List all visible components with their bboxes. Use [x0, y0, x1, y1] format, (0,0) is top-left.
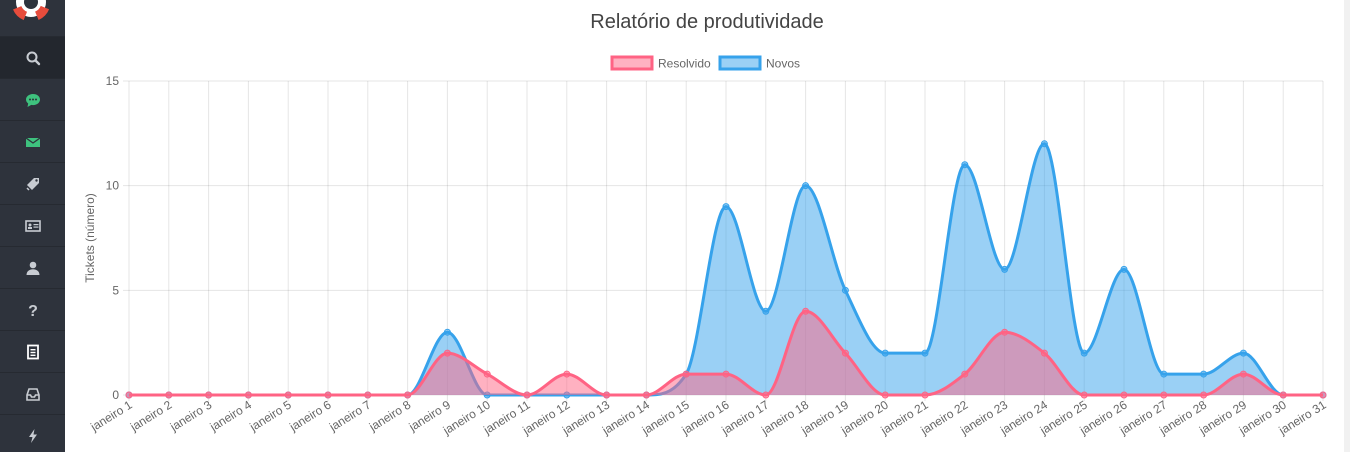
data-point-resolvido[interactable] — [1200, 391, 1208, 399]
sidebar: ? — [0, 0, 65, 452]
data-point-resolvido[interactable] — [722, 370, 730, 378]
data-point-resolvido[interactable] — [1040, 349, 1048, 357]
y-tick-label: 0 — [112, 388, 119, 402]
y-tick-label: 5 — [112, 283, 119, 297]
search-icon — [25, 50, 41, 66]
data-point-resolvido[interactable] — [1120, 391, 1128, 399]
data-point-resolvido[interactable] — [523, 391, 531, 399]
sidebar-item-chat[interactable] — [0, 78, 65, 120]
y-tick-label: 15 — [106, 74, 120, 88]
chat-icon — [25, 92, 41, 108]
vertical-scrollbar[interactable] — [1344, 0, 1350, 452]
y-tick-label: 10 — [106, 179, 120, 193]
id-card-icon — [24, 218, 41, 234]
productivity-chart: Relatório de produtividade Resolvido Novo… — [83, 11, 1329, 438]
data-point-resolvido[interactable] — [284, 391, 292, 399]
x-tick-label: janeiro 6 — [286, 397, 334, 434]
data-point-resolvido[interactable] — [404, 391, 412, 399]
data-point-resolvido[interactable] — [802, 307, 810, 315]
document-icon — [25, 344, 41, 360]
data-point-novos[interactable] — [1040, 140, 1048, 148]
data-point-novos[interactable] — [1160, 370, 1168, 378]
x-tick-label: janeiro 7 — [326, 397, 374, 434]
legend-label: Resolvido — [658, 57, 711, 71]
x-tick-label: janeiro 1 — [87, 397, 135, 434]
chart-series — [125, 140, 1327, 399]
x-tick-label: janeiro 5 — [246, 397, 294, 434]
data-point-resolvido[interactable] — [1239, 370, 1247, 378]
sidebar-item-tag[interactable] — [0, 162, 65, 204]
data-point-novos[interactable] — [1001, 265, 1009, 273]
data-point-novos[interactable] — [1120, 265, 1128, 273]
data-point-resolvido[interactable] — [563, 370, 571, 378]
data-point-novos[interactable] — [1200, 370, 1208, 378]
y-axis-label: Tickets (número) — [83, 193, 97, 283]
data-point-resolvido[interactable] — [603, 391, 611, 399]
data-point-resolvido[interactable] — [1319, 391, 1327, 399]
data-point-novos[interactable] — [443, 328, 451, 336]
data-point-resolvido[interactable] — [205, 391, 213, 399]
sidebar-item-envelope[interactable] — [0, 120, 65, 162]
bolt-icon — [25, 428, 41, 444]
data-point-novos[interactable] — [881, 349, 889, 357]
data-point-resolvido[interactable] — [125, 391, 133, 399]
data-point-resolvido[interactable] — [881, 391, 889, 399]
sidebar-item-bolt[interactable] — [0, 414, 65, 456]
main-content: Relatório de produtividade Resolvido Novo… — [65, 0, 1344, 452]
data-point-resolvido[interactable] — [165, 391, 173, 399]
series-area-novos — [129, 143, 1323, 395]
legend-swatch — [610, 55, 654, 71]
tag-icon — [25, 176, 41, 192]
data-point-novos[interactable] — [1239, 349, 1247, 357]
data-point-resolvido[interactable] — [1001, 328, 1009, 336]
x-tick-label: janeiro 8 — [366, 397, 414, 434]
data-point-novos[interactable] — [961, 161, 969, 169]
question-icon: ? — [25, 302, 41, 318]
data-point-novos[interactable] — [921, 349, 929, 357]
x-tick-label: janeiro 2 — [127, 397, 175, 434]
data-point-resolvido[interactable] — [244, 391, 252, 399]
x-tick-label: janeiro 3 — [167, 397, 215, 434]
sidebar-item-document[interactable] — [0, 330, 65, 372]
data-point-resolvido[interactable] — [961, 370, 969, 378]
y-axis: 0 5 10 15 — [106, 74, 120, 402]
chart-title: Relatório de produtividade — [590, 11, 824, 33]
data-point-resolvido[interactable] — [1080, 391, 1088, 399]
sidebar-item-inbox[interactable] — [0, 372, 65, 414]
data-point-novos[interactable] — [841, 286, 849, 294]
sidebar-item-question[interactable]: ? — [0, 288, 65, 330]
data-point-resolvido[interactable] — [483, 370, 491, 378]
series-area-resolvido — [129, 311, 1323, 395]
data-point-resolvido[interactable] — [324, 391, 332, 399]
legend-item-resolvido[interactable]: Resolvido — [610, 55, 711, 71]
user-icon — [25, 260, 41, 276]
sidebar-item-search[interactable] — [0, 36, 65, 78]
data-point-novos[interactable] — [762, 307, 770, 315]
data-point-resolvido[interactable] — [642, 391, 650, 399]
legend-item-novos[interactable]: Novos — [718, 55, 800, 71]
data-point-novos[interactable] — [722, 203, 730, 211]
svg-text:?: ? — [28, 303, 38, 318]
sidebar-item-id-card[interactable] — [0, 204, 65, 246]
data-point-resolvido[interactable] — [364, 391, 372, 399]
data-point-resolvido[interactable] — [682, 370, 690, 378]
data-point-resolvido[interactable] — [921, 391, 929, 399]
x-tick-label: janeiro 4 — [207, 397, 255, 434]
data-point-resolvido[interactable] — [841, 349, 849, 357]
legend-swatch — [718, 55, 762, 71]
data-point-resolvido[interactable] — [762, 391, 770, 399]
inbox-icon — [25, 386, 41, 402]
legend-label: Novos — [766, 57, 800, 71]
data-point-novos[interactable] — [802, 182, 810, 190]
lifebuoy-logo-icon[interactable] — [0, 0, 65, 36]
chart-legend: Resolvido Novos — [610, 55, 800, 71]
data-point-novos[interactable] — [1080, 349, 1088, 357]
data-point-resolvido[interactable] — [1279, 391, 1287, 399]
sidebar-item-user[interactable] — [0, 246, 65, 288]
data-point-resolvido[interactable] — [1160, 391, 1168, 399]
data-point-resolvido[interactable] — [443, 349, 451, 357]
envelope-icon — [25, 134, 41, 150]
